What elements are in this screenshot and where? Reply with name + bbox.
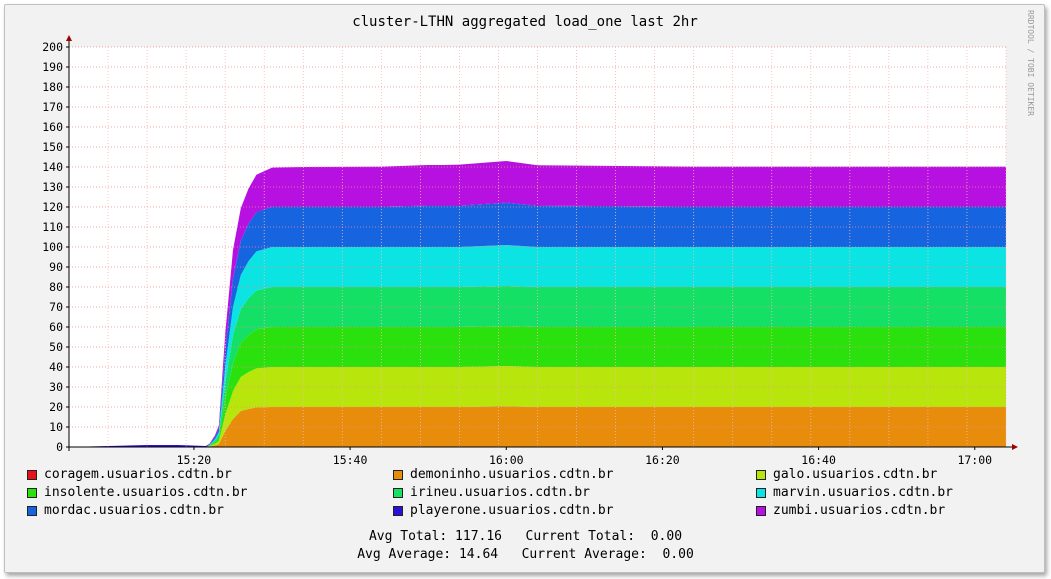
y-tick-label: 100	[42, 240, 63, 254]
legend-item-mordac: mordac.usuarios.cdtn.br	[27, 503, 224, 518]
legend-swatch	[756, 505, 766, 516]
legend-label: insolente.usuarios.cdtn.br	[44, 485, 248, 500]
legend-item-marvin: marvin.usuarios.cdtn.br	[756, 485, 953, 500]
area-series-marvin	[69, 245, 1006, 447]
legend-swatch	[756, 487, 766, 498]
y-tick-label: 30	[49, 380, 63, 394]
y-tick-label: 140	[42, 160, 63, 174]
legend-item-irineu: irineu.usuarios.cdtn.br	[393, 485, 590, 500]
legend-item-insolente: insolente.usuarios.cdtn.br	[27, 485, 248, 500]
y-tick-label: 0	[56, 440, 63, 454]
y-tick-label: 10	[49, 420, 63, 434]
y-tick-label: 150	[42, 140, 63, 154]
y-tick-label: 200	[42, 40, 63, 54]
y-tick-label: 170	[42, 100, 63, 114]
legend-item-galo: galo.usuarios.cdtn.br	[756, 467, 937, 482]
y-tick-label: 70	[49, 300, 63, 314]
x-tick-label: 15:20	[177, 453, 212, 467]
y-tick-label: 130	[42, 180, 63, 194]
legend-item-demoninho: demoninho.usuarios.cdtn.br	[393, 467, 614, 482]
legend-label: irineu.usuarios.cdtn.br	[410, 485, 591, 500]
x-tick-label: 16:40	[801, 453, 836, 467]
y-tick-label: 60	[49, 320, 63, 334]
y-tick-label: 180	[42, 80, 63, 94]
area-series-zumbi	[69, 161, 1006, 447]
y-tick-label: 90	[49, 260, 63, 274]
watermark: RRDTOOL / TOBI OETIKER	[1026, 10, 1035, 116]
y-tick-label: 20	[49, 400, 63, 414]
y-tick-label: 40	[49, 360, 63, 374]
legend-swatch	[393, 505, 403, 516]
legend-swatch	[27, 487, 37, 498]
legend-swatch	[393, 469, 403, 480]
legend-item-zumbi: zumbi.usuarios.cdtn.br	[756, 503, 945, 518]
legend-label: marvin.usuarios.cdtn.br	[773, 485, 954, 500]
y-tick-label: 160	[42, 120, 63, 134]
stats-line-1: Avg Total: 117.16 Current Total: 0.00	[368, 529, 683, 544]
legend-label: demoninho.usuarios.cdtn.br	[410, 467, 614, 482]
x-tick-label: 16:00	[489, 453, 524, 467]
legend-item-coragem: coragem.usuarios.cdtn.br	[27, 467, 232, 482]
legend-label: zumbi.usuarios.cdtn.br	[773, 503, 946, 518]
x-axis-arrow	[1012, 444, 1018, 450]
y-tick-label: 190	[42, 60, 63, 74]
y-tick-label: 50	[49, 340, 63, 354]
legend-label: mordac.usuarios.cdtn.br	[44, 503, 225, 518]
legend-label: coragem.usuarios.cdtn.br	[44, 467, 232, 482]
legend-swatch	[27, 469, 37, 480]
legend-label: galo.usuarios.cdtn.br	[773, 467, 938, 482]
legend-swatch	[393, 487, 403, 498]
legend-swatch	[27, 505, 37, 516]
chart-title: cluster-LTHN aggregated load_one last 2h…	[352, 14, 698, 30]
x-tick-label: 15:40	[333, 453, 368, 467]
legend-swatch	[756, 469, 766, 480]
stats-line-2: Avg Average: 14.64 Current Average: 0.00	[357, 547, 694, 562]
y-tick-label: 120	[42, 200, 63, 214]
legend-item-playerone: playerone.usuarios.cdtn.br	[393, 503, 614, 518]
y-tick-label: 110	[42, 220, 63, 234]
x-tick-label: 17:00	[957, 453, 992, 467]
y-tick-label: 80	[49, 280, 63, 294]
y-axis-arrow	[66, 35, 72, 41]
legend-label: playerone.usuarios.cdtn.br	[410, 503, 614, 518]
x-tick-label: 16:20	[645, 453, 680, 467]
